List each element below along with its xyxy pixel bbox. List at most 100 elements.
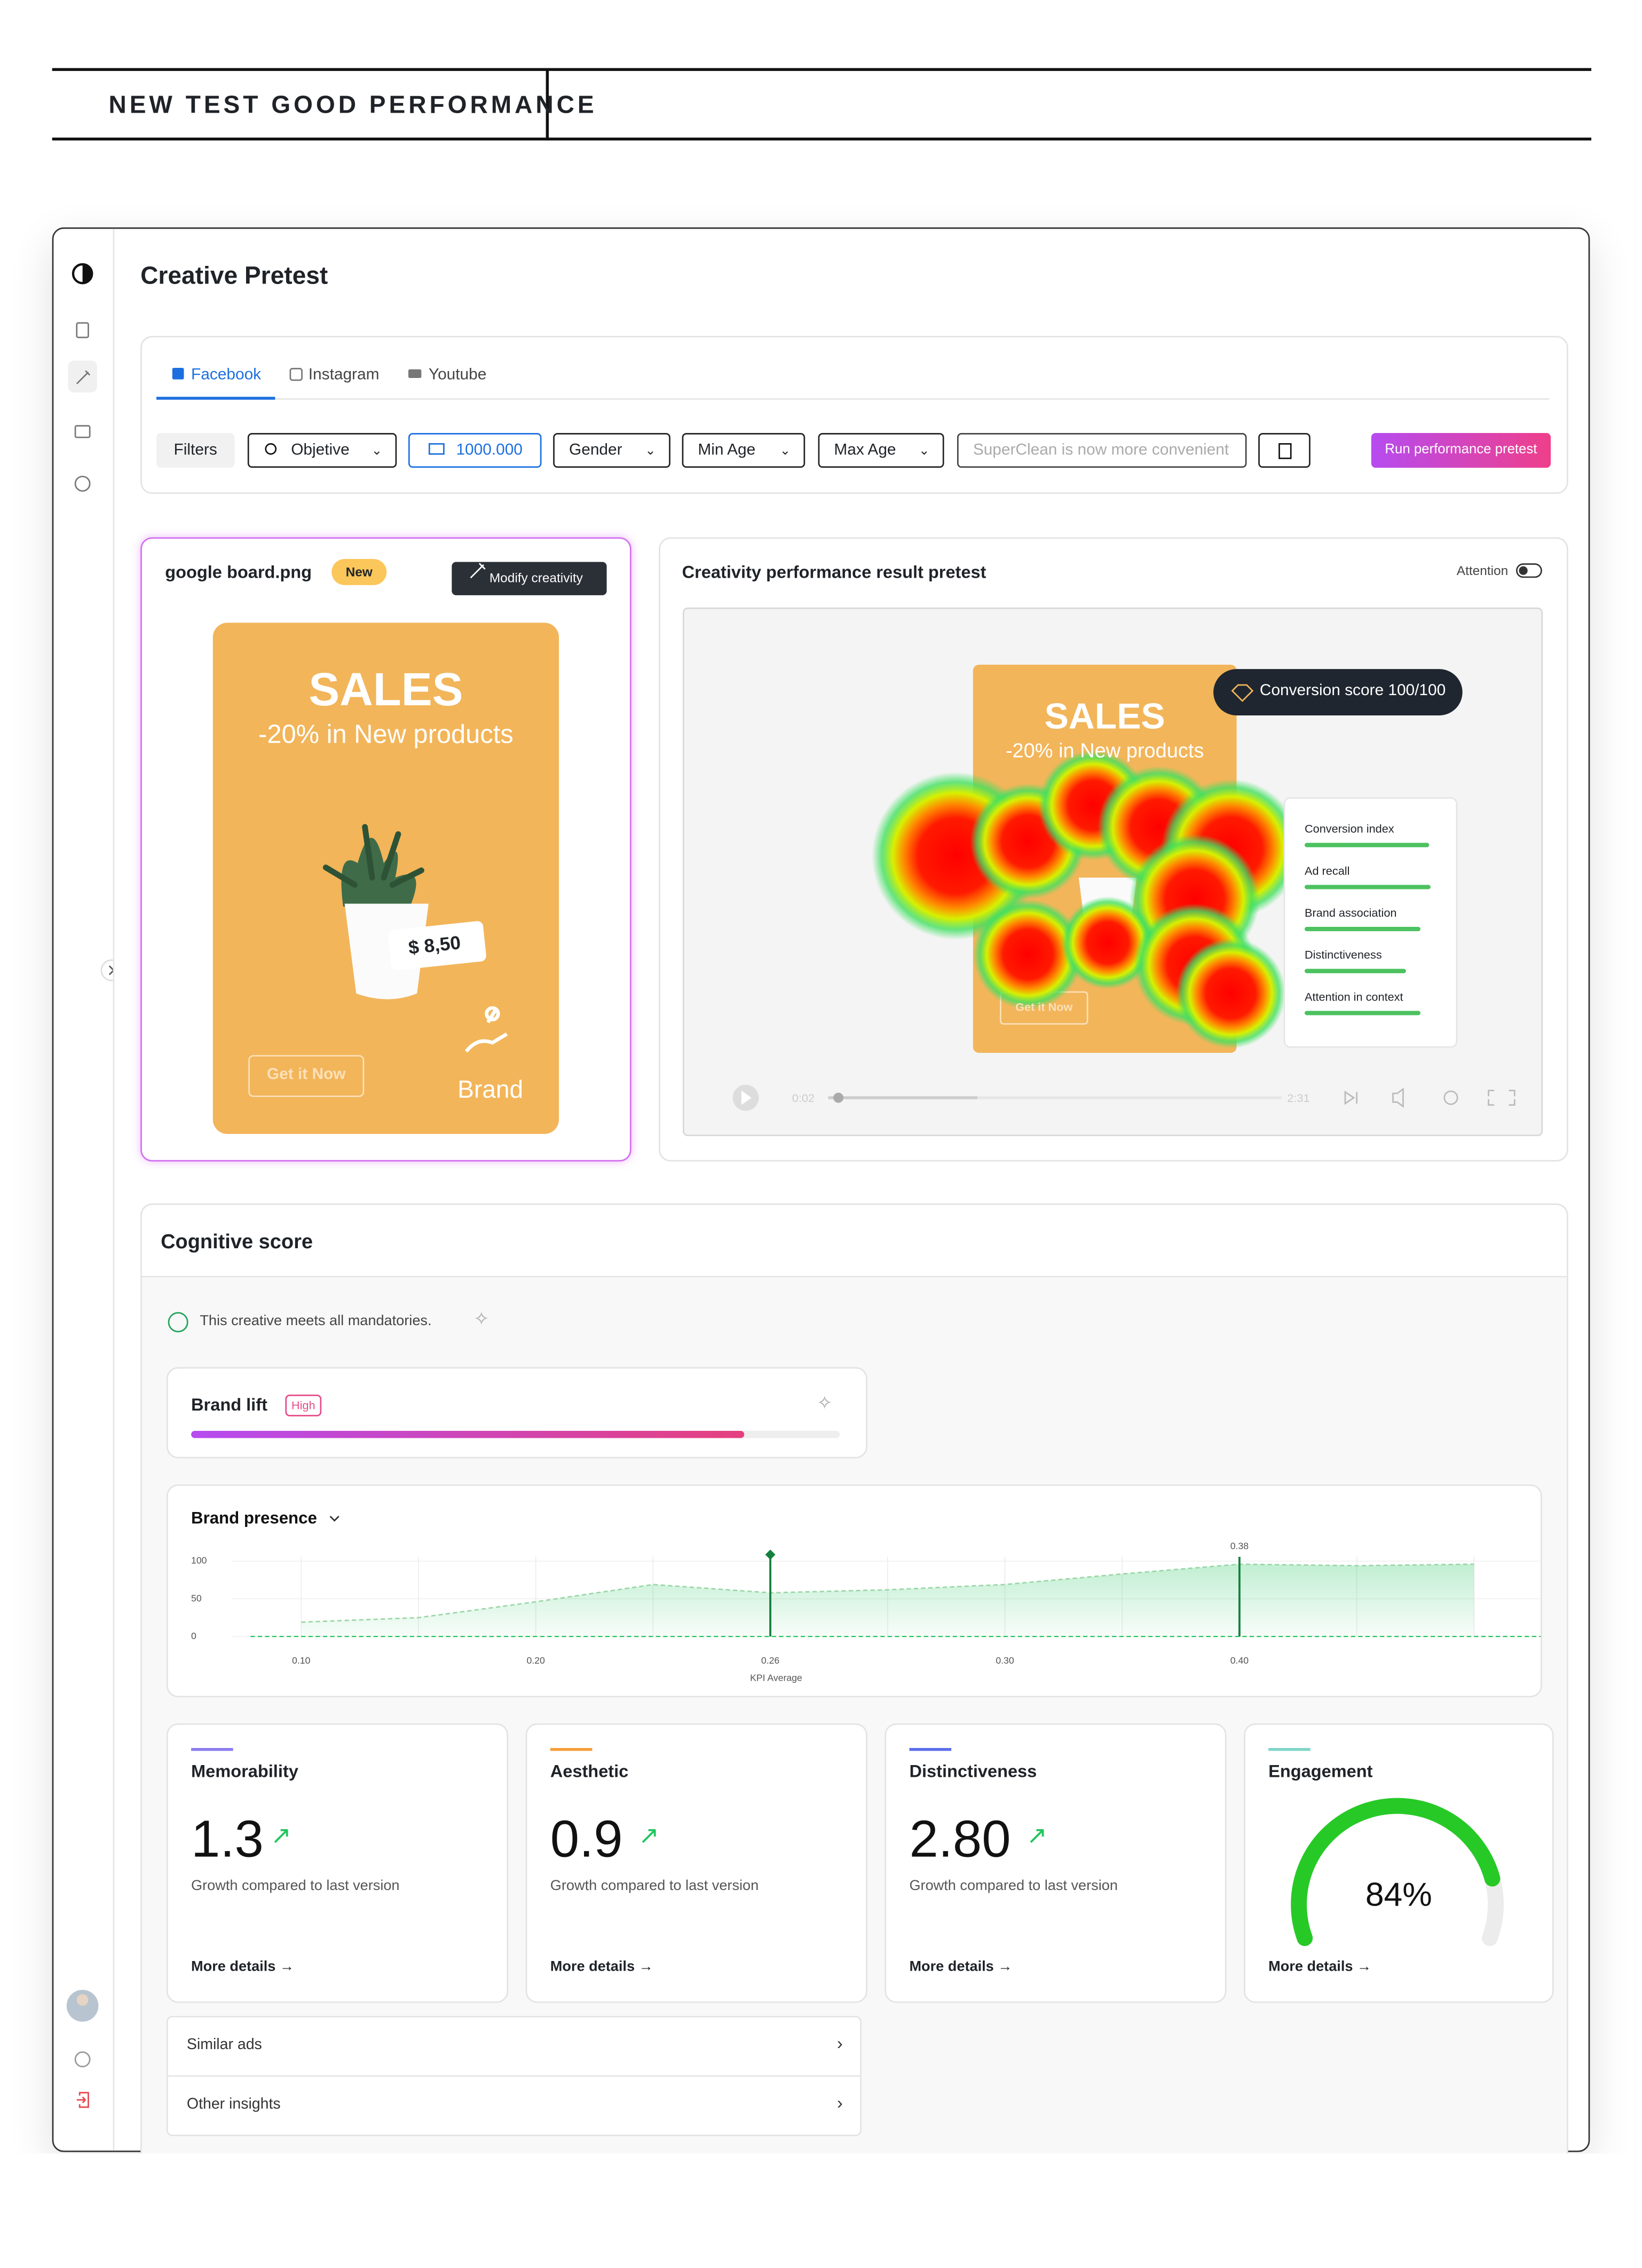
settings-icon[interactable] — [74, 2051, 91, 2068]
copy-icon — [1278, 443, 1292, 459]
card-title: Memorability — [191, 1761, 298, 1782]
run-button[interactable]: Run performance pretest — [1371, 433, 1551, 468]
toggle-label: Attention — [1456, 563, 1509, 578]
lift-fill — [191, 1430, 745, 1438]
filter-card — [140, 336, 1568, 494]
video-controls — [732, 1084, 1515, 1111]
metric-label: Ad recall — [1304, 864, 1350, 878]
caret: ⌄ — [779, 443, 791, 458]
list-item[interactable]: Similar ads — [186, 2036, 262, 2054]
list-divider — [166, 2075, 862, 2077]
logout-icon[interactable] — [76, 2092, 89, 2108]
x-tick-label: 0.30 — [996, 1655, 1014, 1666]
tab-underline — [156, 397, 275, 400]
money-icon — [428, 443, 445, 455]
result-title: Creativity performance result pretest — [682, 562, 986, 582]
card-accent — [550, 1748, 593, 1751]
filter-select[interactable]: Max Age ⌄ — [818, 433, 944, 468]
copy-button[interactable] — [1258, 433, 1311, 468]
card-note: Growth compared to last version — [191, 1878, 400, 1894]
heatmap-view — [682, 607, 1543, 1136]
filter-select[interactable]: Objetive ⌄ — [247, 433, 397, 468]
filter-select[interactable]: Gender ⌄ — [553, 433, 670, 468]
doc-icon[interactable] — [76, 322, 89, 338]
sparkle-icon: ✧ — [473, 1308, 490, 1330]
card-note: Growth compared to last version — [550, 1878, 759, 1894]
file-name: google board.png — [165, 562, 312, 582]
link-text: More details — [550, 1959, 635, 1975]
more-link[interactable]: More details → — [1268, 1959, 1372, 1975]
creative-ad — [212, 563, 559, 1134]
engagement-card — [1244, 1723, 1554, 2003]
filters-label[interactable]: Filters — [156, 433, 235, 468]
budget-input[interactable]: 1000.000 — [408, 433, 542, 468]
active-bg — [68, 360, 97, 393]
gauge-fill — [1291, 1798, 1501, 1946]
metric-label: Conversion index — [1304, 822, 1394, 836]
info-icon[interactable] — [74, 476, 91, 492]
diamond-icon — [1231, 684, 1254, 702]
box-icon[interactable] — [74, 425, 91, 438]
plant — [322, 824, 429, 999]
more-link[interactable]: More details → — [550, 1959, 653, 1975]
tab-rule — [156, 398, 1550, 400]
card-value: 2.80 — [909, 1808, 1011, 1869]
modify-button[interactable]: Modify creativity — [452, 562, 607, 595]
ad-headline: SALES — [309, 663, 463, 715]
chart-title: Brand presence — [191, 1509, 317, 1527]
wand-icon[interactable] — [76, 370, 91, 384]
metric-label: Attention in context — [1304, 990, 1403, 1004]
link-text: More details — [191, 1959, 276, 1975]
sidebar-icons — [66, 263, 113, 2108]
time-end: 2:31 — [1287, 1092, 1310, 1105]
filter-text: Objetive — [291, 442, 350, 459]
page-title: Creative Pretest — [140, 262, 328, 290]
header-divider — [546, 68, 549, 141]
expand-button[interactable] — [100, 959, 113, 981]
caret: ⌄ — [645, 443, 656, 458]
cta-outline — [248, 1055, 365, 1097]
card-accent — [191, 1748, 233, 1751]
card-accent — [909, 1748, 952, 1751]
card-title: Distinctiveness — [909, 1761, 1037, 1782]
wand-icon — [470, 563, 486, 579]
brand-lift-label: Brand lift — [191, 1395, 267, 1415]
list-item[interactable]: Other insights — [186, 2096, 281, 2113]
ad-headline: SALES — [1044, 696, 1165, 737]
heat-blobs — [871, 750, 1300, 1049]
tab[interactable]: Instagram — [308, 366, 380, 384]
card-note: Growth compared to last version — [909, 1878, 1118, 1894]
theme-icon[interactable] — [72, 263, 93, 285]
toggle[interactable] — [1516, 563, 1542, 578]
score-card — [885, 1723, 1227, 2003]
filter-text: Min Age — [698, 442, 756, 459]
tab[interactable]: Facebook — [191, 366, 262, 384]
more-link[interactable]: More details → — [909, 1959, 1013, 1975]
ad-subline: -20% in New products — [1005, 738, 1204, 762]
filter-select[interactable]: Min Age ⌄ — [682, 433, 806, 468]
tab[interactable]: Youtube — [428, 366, 487, 384]
score-card — [166, 1723, 509, 2003]
card-accent — [1268, 1748, 1311, 1751]
card-title: Engagement — [1268, 1761, 1373, 1782]
search-input[interactable]: SuperClean is now more convenient — [957, 433, 1247, 468]
y-tick-label: 0 — [191, 1631, 196, 1641]
cognitive-header — [141, 1204, 1567, 1278]
area — [301, 1564, 1474, 1637]
ad-subline: -20% in New products — [258, 720, 514, 749]
more-link[interactable]: More details → — [191, 1959, 295, 1975]
ad-brand: Brand — [457, 1076, 524, 1104]
ad-cta: Get it Now — [1015, 1001, 1073, 1014]
youtube-icon — [408, 369, 422, 378]
chevron: › — [836, 2092, 843, 2113]
conversion-score: Conversion score 100/100 — [1259, 682, 1446, 700]
header-title: NEW TEST GOOD PERFORMANCE — [108, 91, 597, 119]
avatar-face — [76, 1994, 89, 2006]
instagram-icon — [289, 367, 303, 381]
trend-icon: ↗ — [271, 1822, 291, 1849]
link-text: More details — [1268, 1959, 1353, 1975]
lift-track — [191, 1430, 840, 1438]
